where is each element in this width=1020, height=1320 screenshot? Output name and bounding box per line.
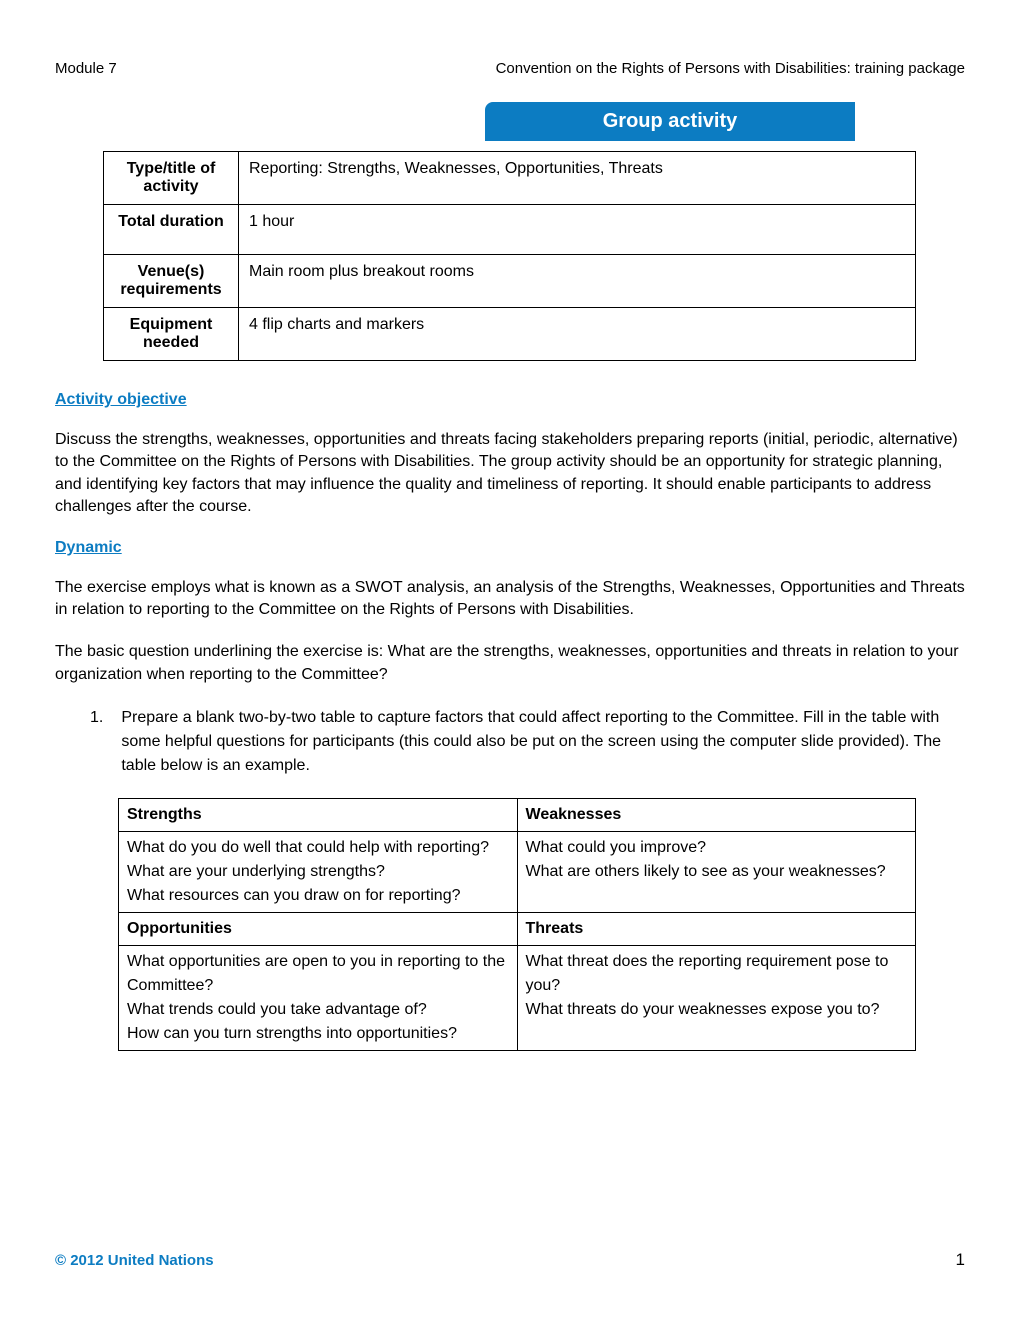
strengths-body: What do you do well that could help with… xyxy=(119,832,518,913)
info-label: Type/title of activity xyxy=(104,152,239,205)
header-left: Module 7 xyxy=(55,60,117,77)
info-label: Total duration xyxy=(104,205,239,255)
swot-table: Strengths Weaknesses What do you do well… xyxy=(118,798,916,1051)
info-value: Reporting: Strengths, Weaknesses, Opport… xyxy=(239,152,916,205)
dynamic-para2: The basic question underlining the exerc… xyxy=(55,641,965,686)
table-row: Type/title of activity Reporting: Streng… xyxy=(104,152,916,205)
list-item: 1. Prepare a blank two-by-two table to c… xyxy=(90,706,965,778)
copyright: © 2012 United Nations xyxy=(55,1252,214,1269)
opportunities-body: What opportunities are open to you in re… xyxy=(119,946,518,1051)
info-table: Type/title of activity Reporting: Streng… xyxy=(103,151,916,361)
list-number: 1. xyxy=(90,706,103,778)
strengths-header: Strengths xyxy=(119,799,518,832)
header-right: Convention on the Rights of Persons with… xyxy=(496,60,965,77)
dynamic-para1: The exercise employs what is known as a … xyxy=(55,577,965,622)
objective-heading: Activity objective xyxy=(55,391,965,409)
footer: © 2012 United Nations 1 xyxy=(55,1250,965,1270)
table-row: Opportunities Threats xyxy=(119,913,916,946)
list-text: Prepare a blank two-by-two table to capt… xyxy=(121,706,965,778)
table-row: What do you do well that could help with… xyxy=(119,832,916,913)
weaknesses-header: Weaknesses xyxy=(517,799,916,832)
threats-header: Threats xyxy=(517,913,916,946)
page-number: 1 xyxy=(956,1250,965,1270)
info-value: Main room plus breakout rooms xyxy=(239,255,916,308)
info-label: Venue(s) requirements xyxy=(104,255,239,308)
info-label: Equipment needed xyxy=(104,308,239,361)
weaknesses-body: What could you improve? What are others … xyxy=(517,832,916,913)
table-row: Equipment needed 4 flip charts and marke… xyxy=(104,308,916,361)
group-activity-banner: Group activity xyxy=(485,102,855,141)
threats-body: What threat does the reporting requireme… xyxy=(517,946,916,1051)
info-value: 4 flip charts and markers xyxy=(239,308,916,361)
header-row: Module 7 Convention on the Rights of Per… xyxy=(55,60,965,77)
table-row: Total duration 1 hour xyxy=(104,205,916,255)
table-row: What opportunities are open to you in re… xyxy=(119,946,916,1051)
info-value: 1 hour xyxy=(239,205,916,255)
opportunities-header: Opportunities xyxy=(119,913,518,946)
table-row: Strengths Weaknesses xyxy=(119,799,916,832)
dynamic-heading: Dynamic xyxy=(55,539,965,557)
table-row: Venue(s) requirements Main room plus bre… xyxy=(104,255,916,308)
objective-text: Discuss the strengths, weaknesses, oppor… xyxy=(55,429,965,519)
